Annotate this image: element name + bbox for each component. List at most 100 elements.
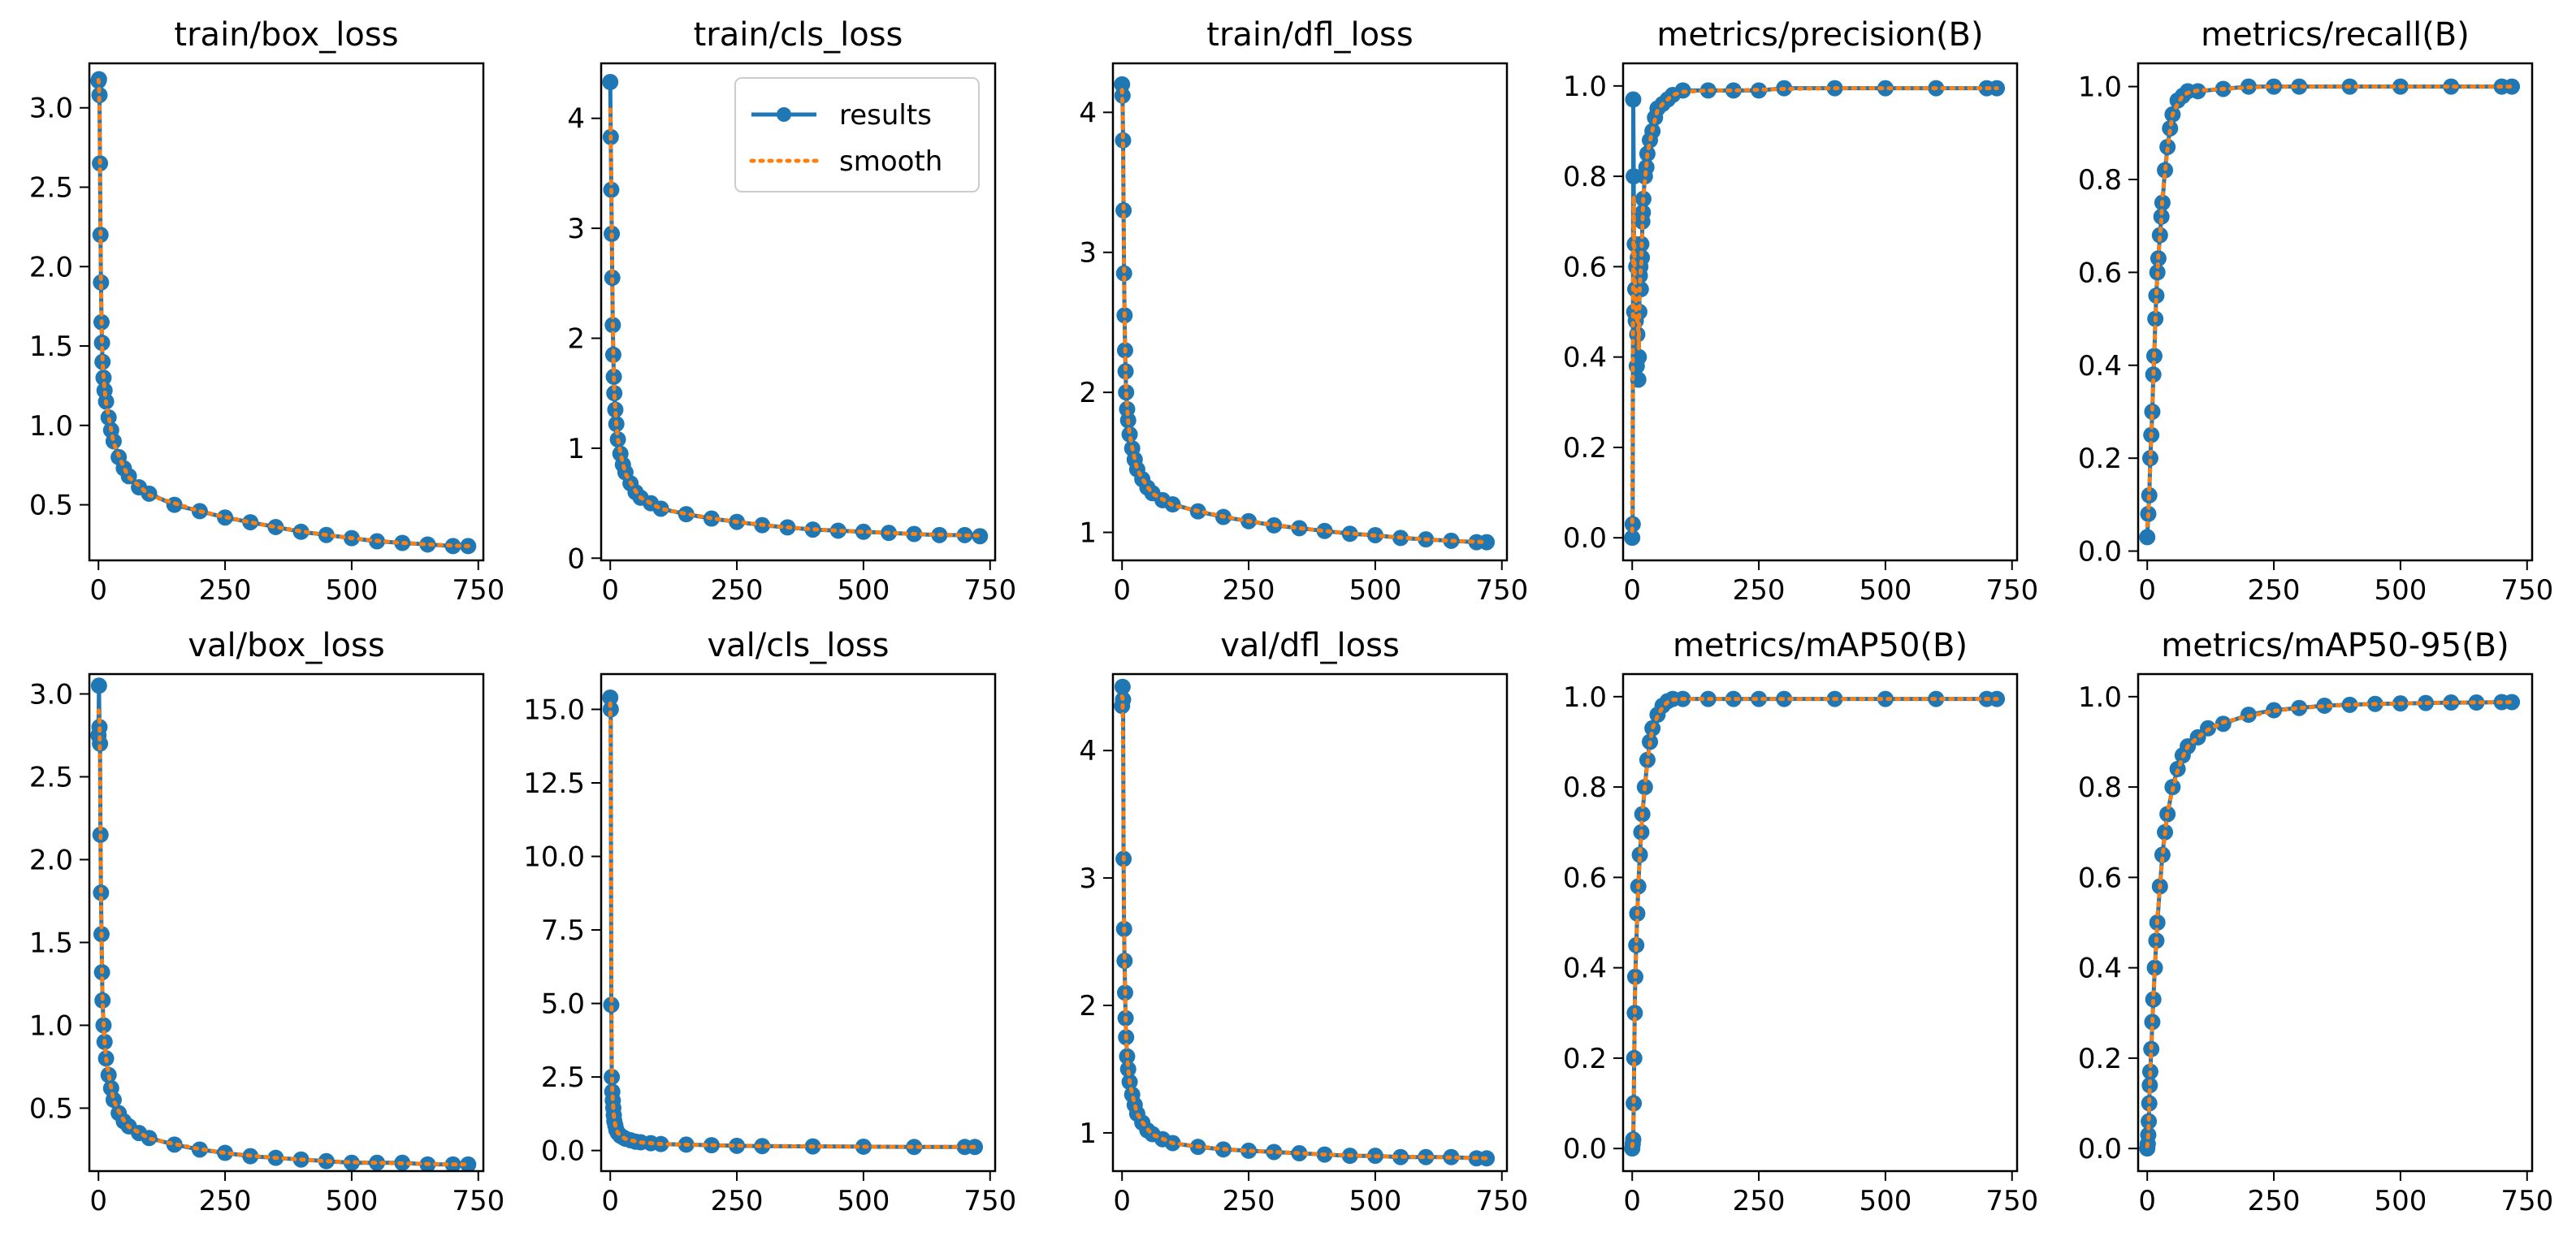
results-marker	[906, 1139, 923, 1156]
results-marker	[2162, 120, 2179, 137]
x-tick-label: 250	[711, 574, 764, 607]
axes-frame	[1621, 62, 2019, 562]
subplot-title: train/cls_loss	[694, 16, 903, 54]
y-tick-label: 1.0	[29, 1009, 73, 1042]
y-tick-label: 15.0	[523, 694, 585, 726]
subplot-5: val/box_loss 0 250 500 750 0.5 1.0 1.5 2.0 2.5 3.0	[29, 627, 504, 1217]
y-tick-label: 0.4	[2078, 953, 2122, 985]
results-marker	[2153, 208, 2170, 225]
results-marker	[93, 274, 110, 291]
x-tick-label: 750	[1475, 574, 1528, 607]
subplot-title: metrics/recall(B)	[2201, 16, 2470, 54]
y-tick-label: 0.0	[1563, 522, 1607, 555]
results-marker	[1341, 525, 1358, 543]
results-line	[1119, 84, 1487, 545]
results-marker	[92, 735, 109, 752]
legend-results-label: results	[839, 99, 932, 132]
y-tick-label: 2	[1079, 990, 1097, 1022]
axes-frame	[1111, 672, 1509, 1173]
results-marker	[166, 1136, 183, 1153]
y-tick-label: 0.8	[1563, 772, 1607, 804]
x-tick-label: 250	[711, 1185, 764, 1217]
y-tick-label: 0.0	[2078, 536, 2122, 568]
smooth-line	[1630, 697, 1999, 1148]
x-tick-label: 0	[1623, 1185, 1641, 1217]
x-tick-label: 0	[1113, 574, 1131, 607]
x-tick-label: 250	[1733, 574, 1786, 607]
results-marker	[1625, 91, 1642, 108]
y-tick-label: 0	[567, 543, 585, 575]
y-tick-label: 4	[1079, 97, 1097, 129]
smooth-line	[96, 78, 470, 548]
y-tick-label: 2.5	[541, 1061, 585, 1094]
x-tick-label: 250	[199, 574, 252, 607]
y-tick-label: 1.5	[29, 927, 73, 959]
results-marker	[105, 1092, 122, 1109]
y-tick-label: 0.5	[29, 490, 73, 522]
results-marker	[1316, 522, 1333, 539]
axes-frame	[600, 672, 997, 1173]
y-tick-label: 10.0	[523, 841, 585, 874]
results-marker	[141, 1130, 158, 1147]
results-marker	[1114, 678, 1131, 695]
subplot-title: train/box_loss	[174, 16, 398, 54]
results-line	[96, 683, 469, 1167]
y-tick-label: 1	[1079, 517, 1097, 550]
legend-box	[734, 77, 980, 192]
results-line	[2145, 84, 2513, 538]
x-tick-label: 0	[1113, 1185, 1131, 1217]
subplot-4: metrics/recall(B) 0 250 500 750 0.0 0.2 0.4 0.6 0…	[2078, 16, 2553, 607]
subplot-title: metrics/precision(B)	[1656, 16, 1983, 54]
y-tick-label: 0.8	[1563, 161, 1607, 193]
x-tick-label: 750	[452, 574, 504, 607]
y-tick-label: 3	[1079, 862, 1097, 895]
results-marker	[90, 677, 107, 694]
legend: results smooth	[734, 77, 980, 192]
results-line	[2145, 700, 2513, 1149]
x-tick-label: 250	[1223, 1185, 1275, 1217]
y-tick-label: 0.6	[1563, 862, 1607, 894]
smooth-line	[1630, 86, 1999, 534]
smooth-line	[608, 107, 982, 538]
results-marker	[1725, 82, 1742, 99]
subplot-title: val/dfl_loss	[1220, 627, 1400, 664]
smooth-line	[1119, 88, 1489, 545]
y-tick-label: 0.4	[1563, 953, 1607, 985]
y-tick-label: 0.2	[1563, 432, 1607, 465]
subplot-9: metrics/mAP50-95(B) 0 250 500 750 0.0 0.2 0.4 0.…	[2078, 627, 2553, 1217]
x-tick-label: 0	[2138, 574, 2156, 607]
x-tick-label: 750	[963, 574, 1016, 607]
y-tick-label: 1.0	[29, 410, 73, 443]
results-marker	[1117, 363, 1134, 380]
results-line	[608, 697, 976, 1149]
axes-frame	[2137, 62, 2534, 562]
x-tick-label: 750	[1985, 574, 2038, 607]
x-tick-label: 500	[1859, 574, 1911, 607]
results-marker	[1392, 1148, 1409, 1165]
subplot-7: val/dfl_loss 0 250 500 750 1 2 3 4	[1079, 627, 1528, 1217]
x-tick-label: 750	[963, 1185, 1016, 1217]
y-tick-label: 3.0	[29, 93, 73, 125]
results-line	[1630, 86, 1998, 538]
smooth-line	[608, 701, 977, 1149]
results-marker	[1119, 1061, 1136, 1078]
results-marker	[678, 506, 695, 523]
results-marker	[1631, 846, 1648, 863]
results-marker	[1626, 168, 1643, 185]
y-tick-label: 2.0	[29, 251, 73, 283]
plot-area	[1114, 678, 1496, 1167]
plot-area	[1624, 690, 2006, 1157]
results-marker	[754, 1138, 771, 1155]
results-marker	[91, 87, 108, 104]
x-tick-label: 750	[2500, 1185, 2553, 1217]
results-marker	[607, 401, 624, 418]
results-marker	[2316, 697, 2333, 714]
results-marker	[2291, 699, 2308, 716]
plot-area	[2139, 694, 2521, 1157]
x-tick-label: 250	[2248, 574, 2301, 607]
axes-frame	[1111, 62, 1509, 562]
results-marker	[1240, 1142, 1258, 1159]
y-tick-label: 0.0	[2078, 1133, 2122, 1165]
y-tick-label: 0.0	[541, 1135, 585, 1168]
